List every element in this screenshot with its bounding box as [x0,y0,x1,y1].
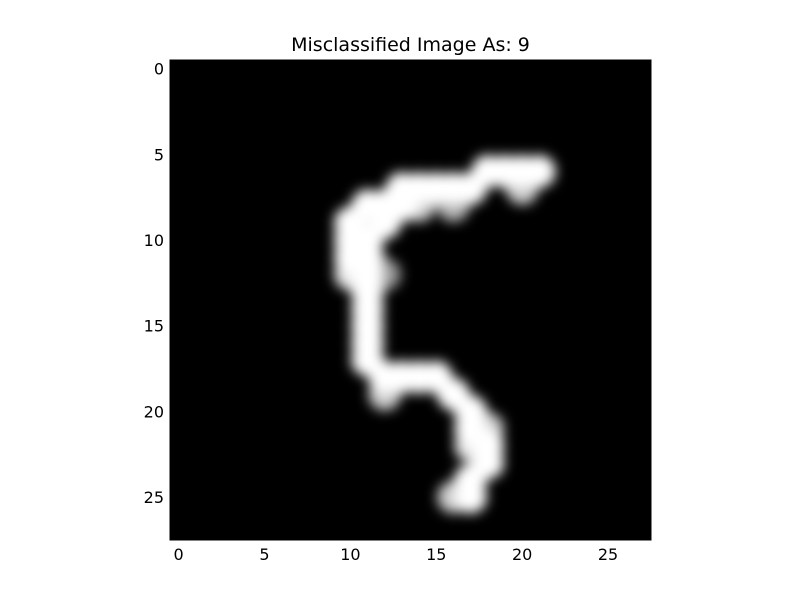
x-tick-label: 10 [340,545,360,564]
x-tick-label: 25 [598,545,618,564]
digit-image [334,155,556,514]
pixel-cell [505,172,539,205]
pixel-cell [471,412,505,445]
y-tick-label: 20 [144,402,164,421]
x-tick-label: 0 [173,545,183,564]
x-axis: 0 5 10 15 20 25 [173,535,618,564]
pixel-cell [437,480,470,514]
pixel-cell [437,189,470,222]
pixel-cell [368,378,402,411]
y-tick-label: 5 [154,145,164,164]
y-tick-label: 10 [144,231,164,250]
pixel-cell [334,258,367,291]
x-tick-label: 15 [426,545,446,564]
plot-frame [169,59,652,541]
image-background [170,60,651,540]
pixel-cell [402,189,436,222]
x-tick-label: 5 [259,545,269,564]
y-tick-label: 25 [144,488,164,507]
x-tick-label: 20 [512,545,532,564]
y-tick-label: 0 [154,60,164,79]
y-axis: 0 5 10 15 20 25 [144,60,175,507]
y-tick-label: 15 [144,317,164,336]
pixel-cell [368,258,402,291]
chart-title: Misclassified Image As: 9 [291,34,530,56]
